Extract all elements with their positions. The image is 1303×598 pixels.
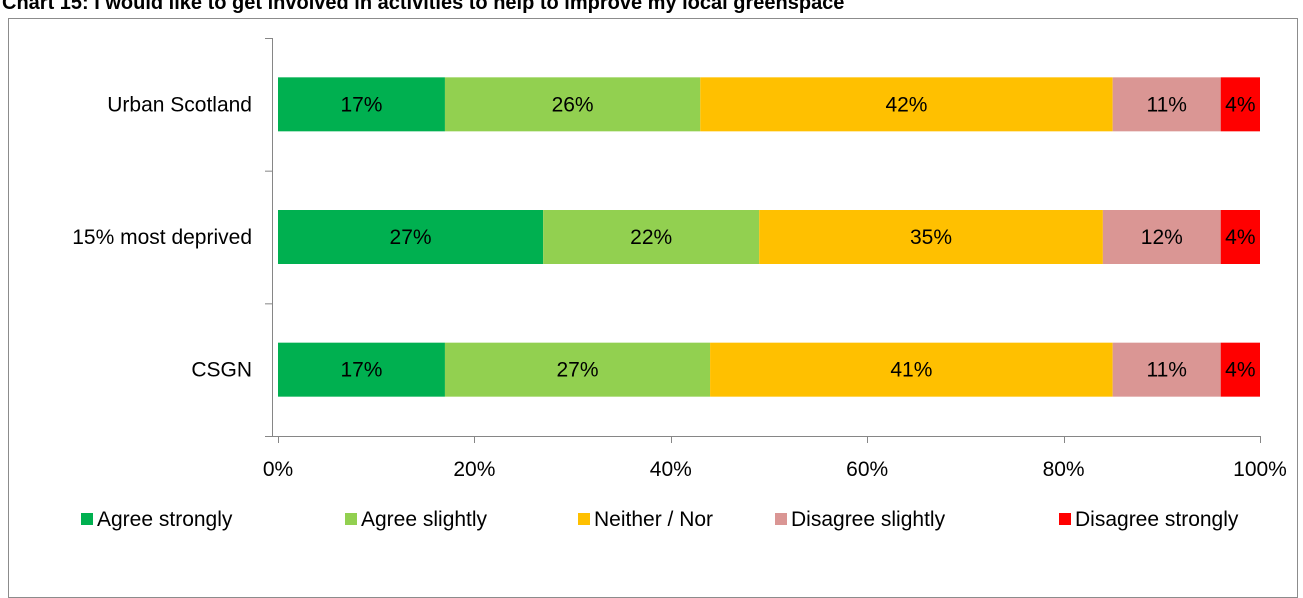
legend-label: Disagree strongly [1075, 508, 1239, 531]
bar-segment [700, 77, 1113, 132]
legend-label: Neither / Nor [594, 508, 713, 531]
x-tick-label: 80% [1043, 458, 1085, 481]
legend-swatch [345, 513, 357, 525]
legend-swatch [1059, 513, 1071, 525]
bar-segment [1220, 210, 1260, 264]
bar-segment [1112, 342, 1221, 397]
bar-segment [444, 77, 701, 132]
bar-segment [710, 342, 1113, 397]
bar-segment [1112, 77, 1221, 132]
category-label: 15% most deprived [72, 226, 252, 249]
data-label: 4% [1225, 359, 1255, 382]
data-label: 4% [1225, 93, 1255, 116]
bar-segment [759, 210, 1103, 264]
bar-segment [1220, 77, 1260, 132]
legend-swatch [81, 513, 93, 525]
x-tick-label: 60% [846, 458, 888, 481]
chart-title: Chart 15: I would like to get involved i… [2, 0, 845, 14]
data-label: 35% [910, 226, 952, 249]
data-label: 27% [390, 226, 432, 249]
bar-segment [278, 77, 445, 132]
bar-segment [444, 342, 711, 397]
data-label: 4% [1225, 226, 1255, 249]
data-label: 11% [1146, 359, 1186, 382]
data-label: 11% [1146, 93, 1186, 116]
x-tick-label: 40% [650, 458, 692, 481]
data-label: 17% [340, 359, 382, 382]
category-label: Urban Scotland [107, 93, 252, 116]
legend-swatch [775, 513, 787, 525]
legend-swatch [578, 513, 590, 525]
data-label: 22% [630, 226, 672, 249]
x-tick-label: 100% [1233, 458, 1287, 481]
bar-segment [278, 210, 544, 264]
legend-label: Disagree slightly [791, 508, 946, 531]
data-label: 27% [556, 359, 598, 382]
bar-segment [543, 210, 760, 264]
legend-label: Agree slightly [361, 508, 488, 531]
x-tick-label: 20% [453, 458, 495, 481]
stacked-bar-chart: 0% 20% 40% 60% 80% 100% Urban Scotland 17% 26% 42… [72, 38, 1287, 531]
data-label: 42% [885, 93, 927, 116]
data-label: 26% [552, 93, 594, 116]
data-label: 12% [1141, 226, 1183, 249]
category-label: CSGN [191, 359, 252, 382]
bar-segment [1220, 342, 1260, 397]
bar-segment [278, 342, 445, 397]
data-label: 41% [890, 359, 932, 382]
legend-label: Agree strongly [97, 508, 233, 531]
bar-segment [1102, 210, 1221, 264]
x-tick-label: 0% [263, 458, 293, 481]
data-label: 17% [340, 93, 382, 116]
